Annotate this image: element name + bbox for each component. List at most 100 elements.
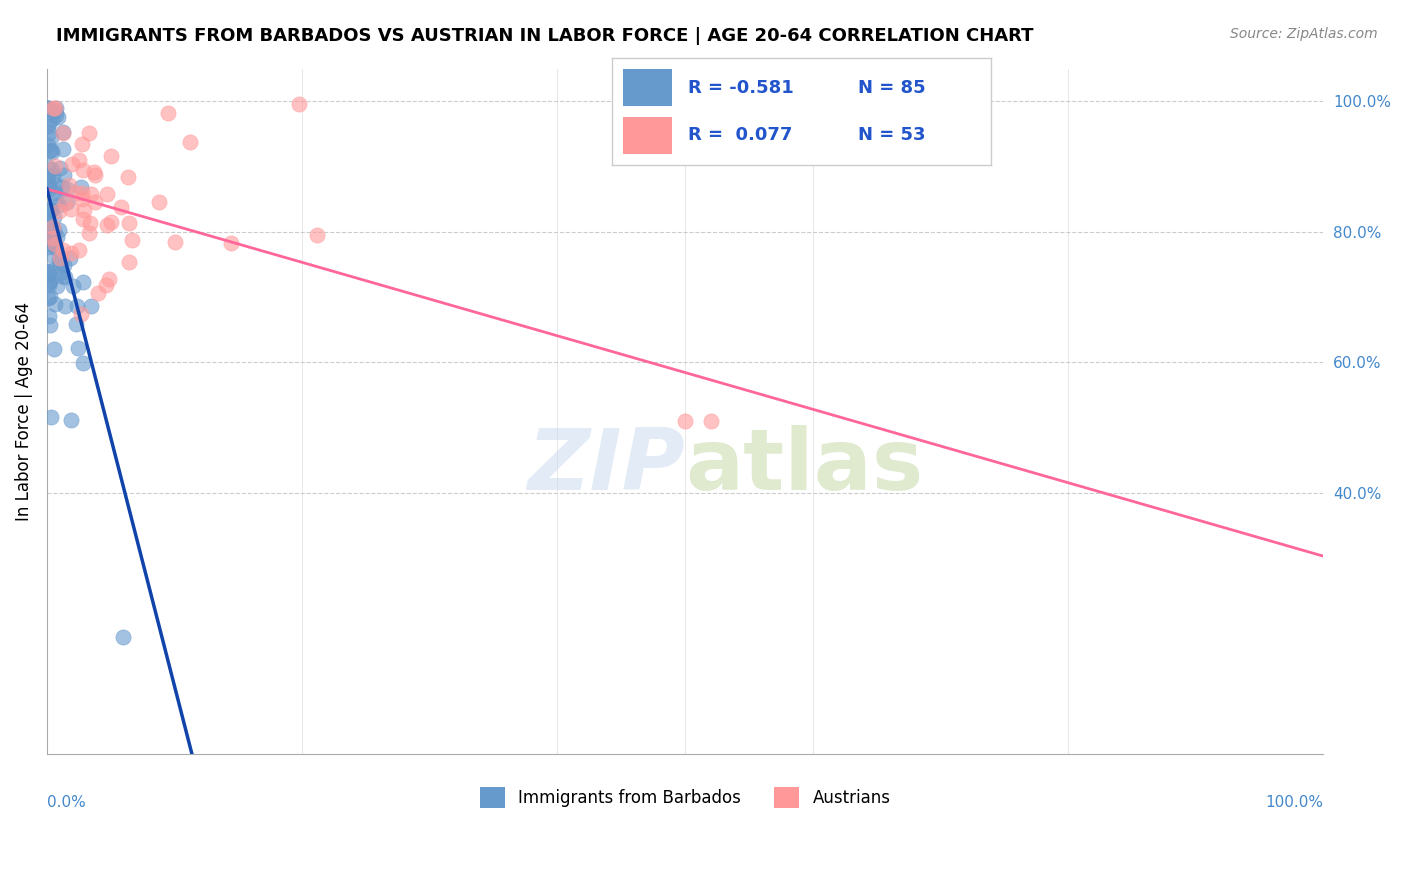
Point [70,192,93,206]
Text: N = 85: N = 85 [858,79,927,97]
Point [65,186,87,200]
Point [49,161,72,175]
Point [77,126,100,140]
Point [39,263,62,277]
Point [52,126,75,140]
Point [70,180,93,194]
Point [38,202,60,217]
Point [37,137,59,152]
Point [62,279,84,293]
Point [37,215,59,229]
Text: atlas: atlas [685,425,924,508]
Point [72,212,94,227]
Point [121,233,143,247]
Point [84,194,107,209]
Point [52,258,75,272]
Point [45,108,67,122]
Point [96,218,118,232]
Point [66,341,89,355]
Point [673,414,696,428]
Point [41,143,63,157]
Point [59,245,82,260]
Point [44,101,66,115]
Point [37,291,59,305]
Point [51,265,73,279]
Point [156,106,179,120]
Point [70,307,93,321]
Point [37,267,59,281]
Point [179,135,201,149]
Point [41,249,63,263]
Point [52,125,75,139]
Point [39,218,62,232]
Point [72,186,94,200]
Point [53,299,76,313]
Point [48,223,70,237]
Point [80,299,103,313]
Point [37,178,59,193]
Point [42,220,65,235]
Point [38,203,60,218]
Text: Source: ZipAtlas.com: Source: ZipAtlas.com [1230,27,1378,41]
Point [117,170,139,185]
Point [38,145,60,159]
Y-axis label: In Labor Force | Age 20-64: In Labor Force | Age 20-64 [15,301,32,521]
Point [44,236,66,251]
Point [46,111,69,125]
Point [49,255,72,269]
Point [38,178,60,192]
Point [307,227,329,242]
Point [53,270,76,285]
Point [37,119,59,133]
Point [72,136,94,151]
Legend: Immigrants from Barbados, Austrians: Immigrants from Barbados, Austrians [472,780,897,814]
Point [73,203,96,218]
Point [41,112,63,126]
Point [37,101,59,115]
Point [39,233,62,247]
Text: R =  0.077: R = 0.077 [688,126,792,144]
Point [60,156,83,170]
Point [66,299,89,313]
Point [67,153,90,167]
Point [56,182,79,196]
Point [100,215,122,229]
Point [44,297,66,311]
Point [39,274,62,288]
Point [48,251,70,265]
Point [42,169,65,183]
Point [51,269,73,284]
Point [48,203,70,218]
Point [37,160,59,174]
Point [44,104,66,119]
Point [48,198,70,212]
Point [39,203,62,218]
Point [37,101,59,115]
Point [219,235,242,250]
Point [37,101,59,115]
Point [38,309,60,323]
Point [44,159,66,173]
Point [53,196,76,211]
Point [98,272,121,286]
Text: R = -0.581: R = -0.581 [688,79,793,97]
Point [45,230,67,244]
Point [80,187,103,202]
Point [48,253,70,268]
Point [39,318,62,333]
Point [84,169,107,183]
Point [45,101,67,115]
Point [53,168,76,182]
Text: 100.0%: 100.0% [1265,796,1323,810]
Point [37,169,59,183]
Point [96,187,118,202]
Point [118,254,141,268]
Point [42,230,65,244]
Point [41,161,63,176]
Point [44,343,66,357]
Point [72,356,94,370]
Point [110,200,132,214]
Point [45,178,67,193]
Point [38,231,60,245]
Point [37,240,59,254]
